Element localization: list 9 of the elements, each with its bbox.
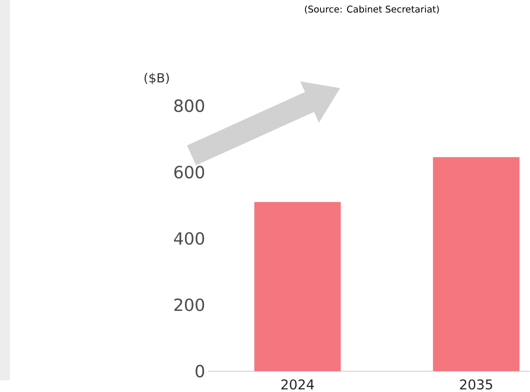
y-tick-label: 400	[174, 232, 204, 245]
y-tick-label: 600	[174, 166, 204, 178]
y-tick-label: 800	[174, 99, 204, 112]
y-tick-label: 0	[196, 364, 204, 378]
x-tick-label: 2035	[460, 379, 492, 390]
y-tick-label: 200	[174, 298, 204, 311]
x-tick-label: 2024	[281, 379, 314, 390]
y-axis-title: ($B)	[144, 72, 169, 84]
text: (Source: Cabinet Secretariat)	[304, 5, 439, 14]
